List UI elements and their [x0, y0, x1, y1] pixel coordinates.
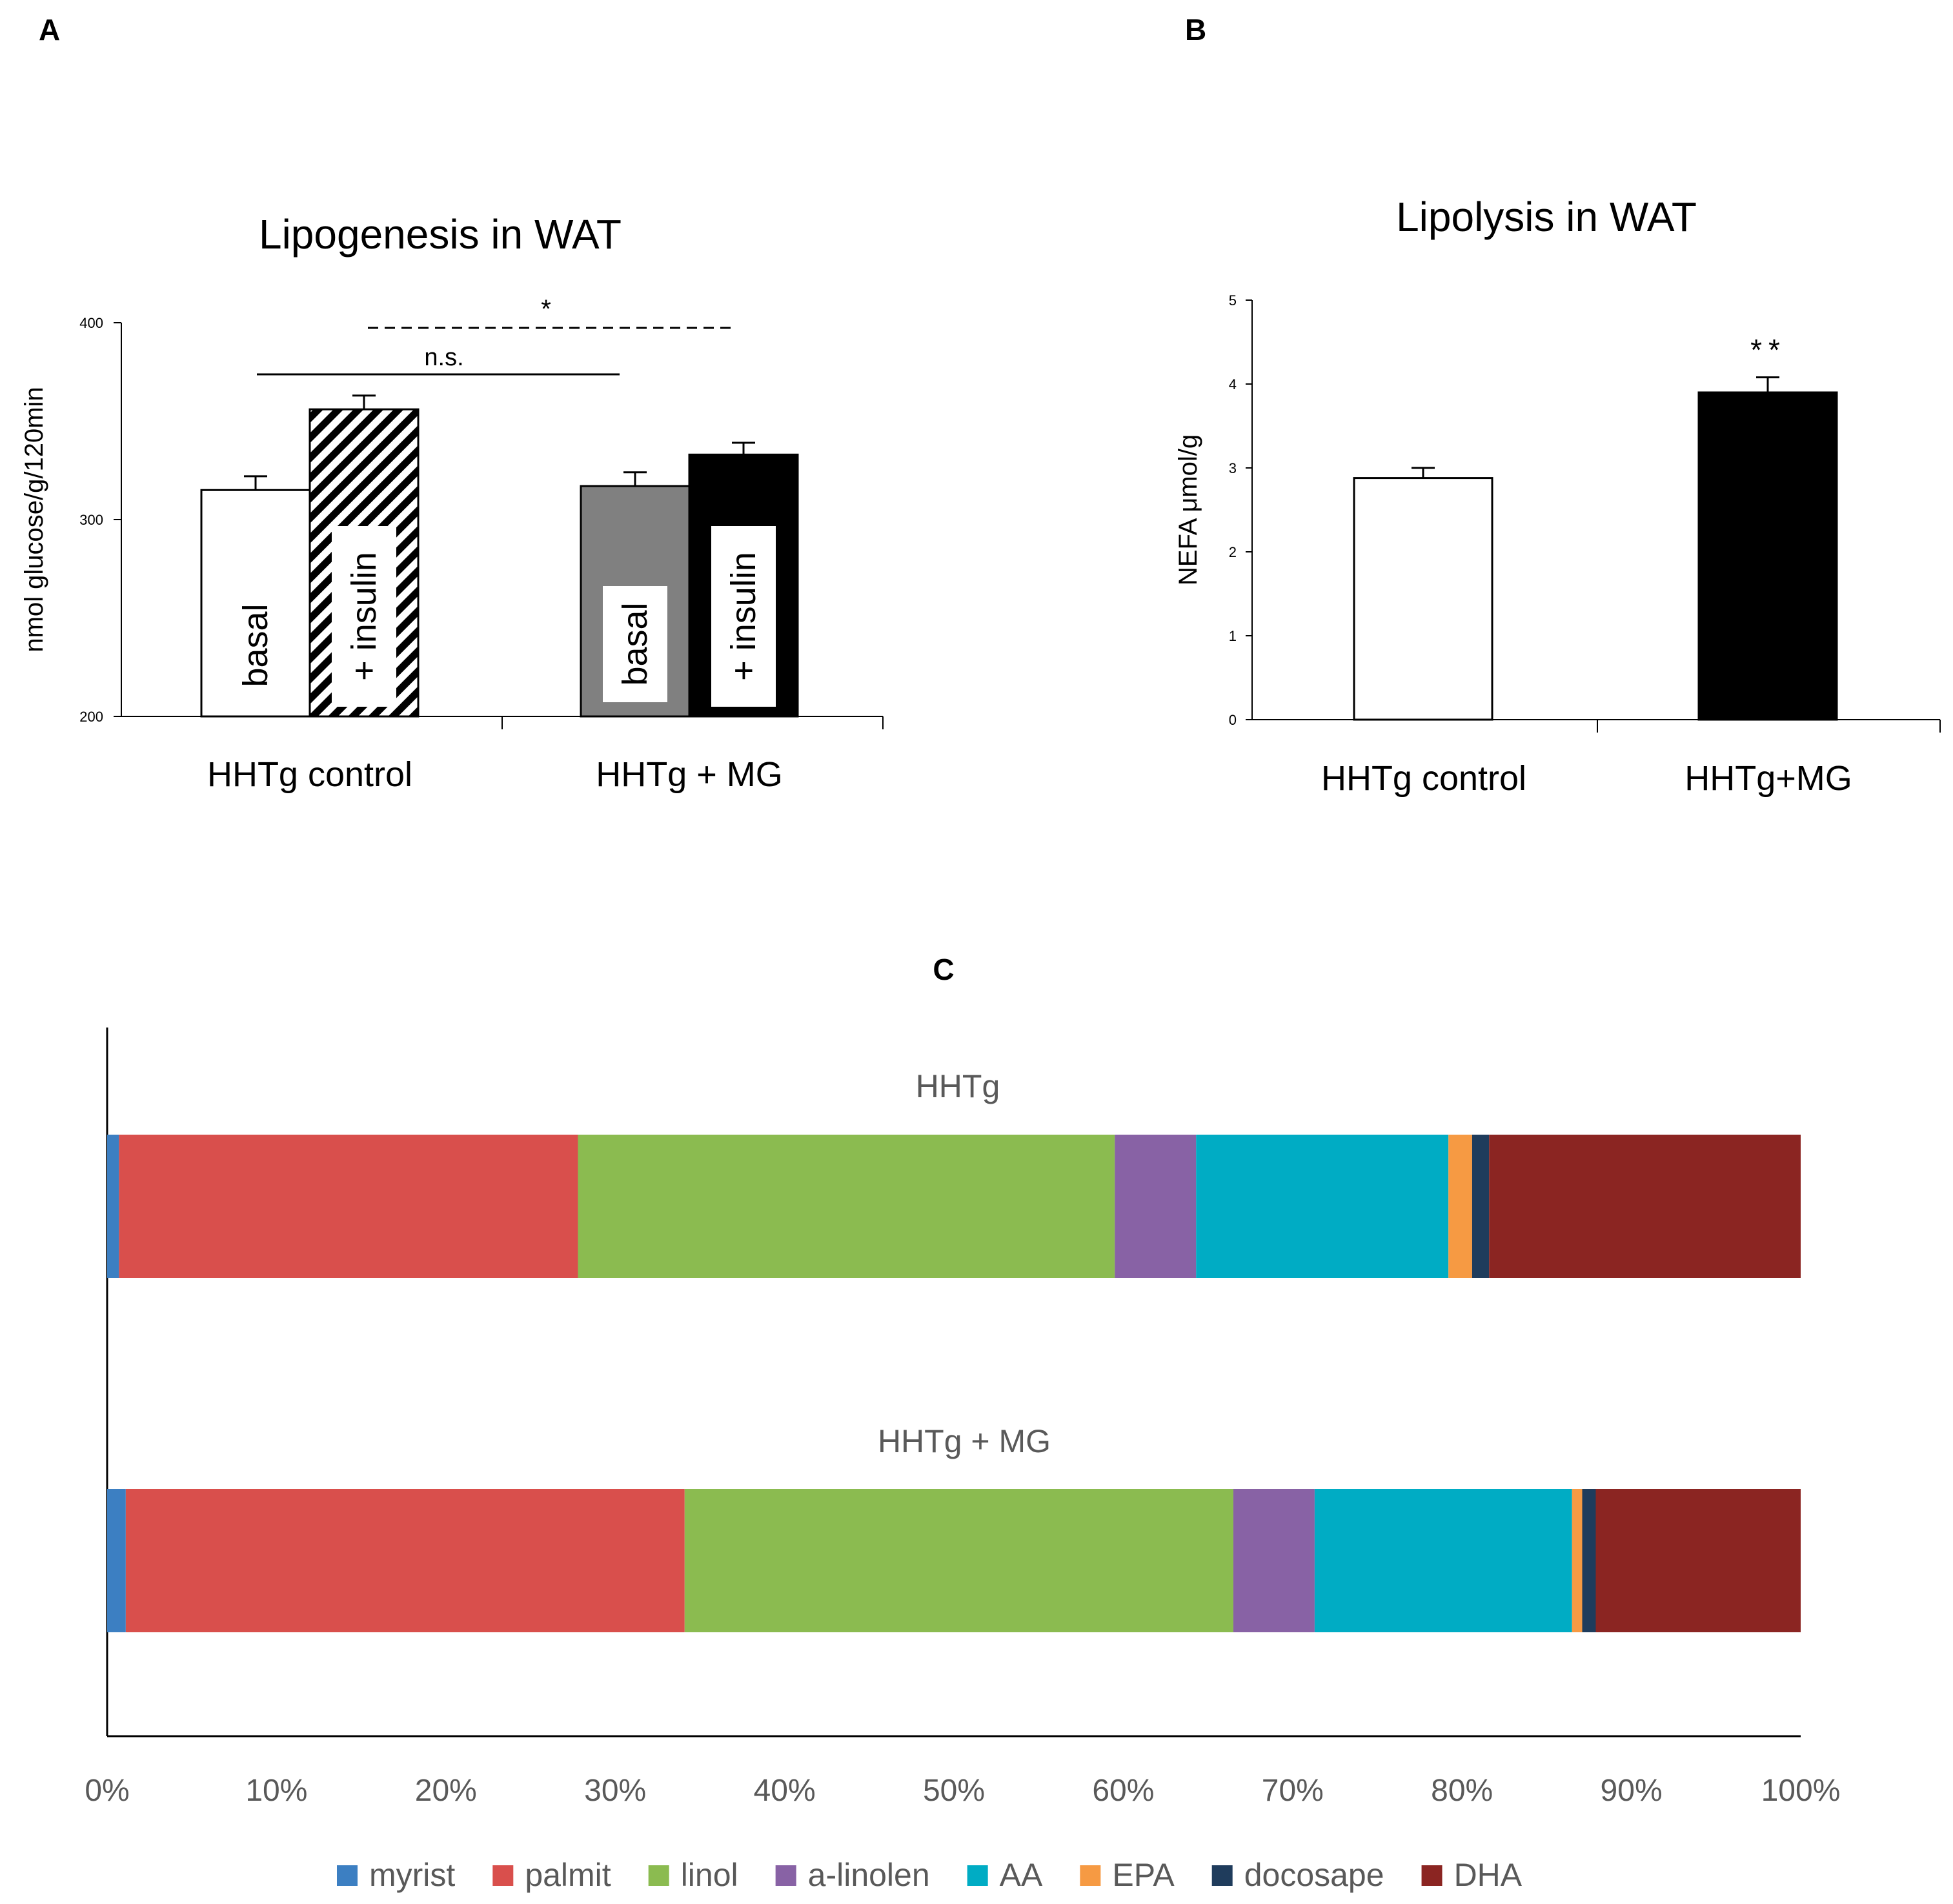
chart-a-bar-label: basal — [616, 602, 654, 685]
chart-a-bar-label-box — [711, 526, 776, 707]
chart-c-segment-DHA — [1489, 1135, 1801, 1278]
chart-c-segment-docosape — [1472, 1135, 1490, 1278]
chart-b-ytick-label: 2 — [1229, 544, 1237, 560]
chart-c-legend-item: linol — [648, 1857, 738, 1893]
chart-c-xtick-label: 70% — [1262, 1774, 1324, 1808]
chart-c-legend-swatch — [1211, 1865, 1233, 1886]
chart-c-legend-item: a-linolen — [775, 1857, 930, 1893]
chart-c-legend-item: DHA — [1421, 1857, 1523, 1893]
chart-c-legend-swatch — [1080, 1865, 1101, 1886]
chart-c-legend-swatch — [967, 1865, 988, 1886]
chart-c-legend-swatch — [1421, 1865, 1442, 1886]
chart-b-ytick-label: 3 — [1229, 460, 1237, 476]
chart-c-segment-DHA — [1595, 1489, 1801, 1632]
chart-a-bar-label: basal — [236, 603, 275, 687]
chart-c-xtick-label: 90% — [1601, 1774, 1663, 1808]
chart-c-xtick-label: 60% — [1092, 1774, 1154, 1808]
chart-c-legend-label: palmit — [525, 1857, 611, 1893]
chart-a-sig-label: * — [541, 295, 551, 323]
chart-c-category-label: HHTg — [916, 1068, 1000, 1104]
chart-a-ytick-label: 300 — [79, 512, 103, 528]
chart-c-segment-EPA — [1572, 1489, 1583, 1632]
chart-b-ytick-label: 0 — [1229, 712, 1237, 728]
chart-b-category-label: HHTg+MG — [1685, 759, 1852, 798]
chart-a-ns-label: n.s. — [424, 344, 463, 371]
chart-b-ylabel: NEFA μmol/g — [1174, 434, 1202, 585]
chart-c-segment-a-linolen — [1115, 1135, 1197, 1278]
chart-c-legend-label: EPA — [1112, 1857, 1175, 1893]
chart-c-legend-item: AA — [967, 1857, 1043, 1893]
chart-c-legend-item: docosape — [1211, 1857, 1384, 1893]
chart-c-legend-swatch — [337, 1865, 358, 1886]
chart-c-legend-label: myrist — [369, 1857, 455, 1893]
panel-label-a: A — [39, 13, 60, 46]
chart-b-ytick-label: 4 — [1229, 376, 1237, 392]
chart-a-ytick-label: 400 — [79, 315, 103, 331]
chart-c-legend-item: palmit — [492, 1857, 611, 1893]
chart-a-bar-label-box — [223, 587, 288, 704]
chart-a-bar-label-box — [332, 526, 396, 707]
chart-c-legend-item: myrist — [337, 1857, 455, 1893]
chart-a-category-label: HHTg control — [207, 755, 412, 794]
chart-c-legend-swatch — [648, 1865, 669, 1886]
chart-c-segment-palmit — [119, 1135, 578, 1278]
chart-c-xtick-label: 30% — [584, 1774, 646, 1808]
chart-c-segment-EPA — [1448, 1135, 1472, 1278]
chart-b-bar — [1353, 477, 1493, 721]
chart-c-segment-myrist — [107, 1489, 126, 1632]
chart-c-xtick-label: 40% — [754, 1774, 816, 1808]
chart-c: HHTg HHTg + MG 0% 10% 20% 30% 40% 50% 60% 70% 80%… — [85, 1028, 1840, 1893]
chart-b-title: Lipolysis in WAT — [1396, 194, 1697, 240]
chart-c-legend-item: EPA — [1080, 1857, 1175, 1893]
chart-b-sig-label: ** — [1750, 333, 1786, 367]
chart-c-legend-label: DHA — [1454, 1857, 1523, 1893]
chart-c-xtick-label: 0% — [85, 1774, 129, 1808]
chart-a-title: Lipogenesis in WAT — [259, 211, 622, 258]
chart-c-legend-label: docosape — [1244, 1857, 1384, 1893]
chart-c-legend-label: a-linolen — [808, 1857, 930, 1893]
chart-c-segment-linol — [578, 1135, 1115, 1278]
chart-a-bar-label: + insulin — [724, 552, 763, 681]
chart-c-category-label: HHTg + MG — [878, 1423, 1051, 1459]
chart-c-segment-myrist — [107, 1135, 119, 1278]
chart-a-ylabel: nmol glucose/g/120min — [20, 387, 48, 652]
chart-c-segment-AA — [1314, 1489, 1572, 1632]
chart-a-bar-label-box — [603, 586, 667, 702]
chart-b: Lipolysis in WAT NEFA μmol/g 0 1 2 3 4 5 ** H… — [1174, 194, 1941, 798]
chart-c-segment-a-linolen — [1233, 1489, 1315, 1632]
panel-label-c: C — [933, 953, 954, 986]
chart-c-xtick-label: 10% — [245, 1774, 307, 1808]
chart-a-bar-label: + insulin — [345, 552, 383, 681]
chart-c-xtick-label: 80% — [1431, 1774, 1493, 1808]
chart-b-category-label: HHTg control — [1321, 759, 1526, 798]
chart-c-segment-docosape — [1582, 1489, 1596, 1632]
chart-c-xtick-label: 100% — [1761, 1774, 1841, 1808]
chart-c-legend-label: AA — [1000, 1857, 1043, 1893]
chart-c-legend-swatch — [492, 1865, 514, 1886]
chart-b-ytick-label: 5 — [1229, 292, 1237, 309]
chart-c-legend-label: linol — [681, 1857, 738, 1893]
chart-b-bar — [1697, 391, 1838, 721]
chart-c-xtick-label: 20% — [415, 1774, 477, 1808]
chart-c-segment-linol — [684, 1489, 1233, 1632]
chart-c-xtick-label: 50% — [923, 1774, 985, 1808]
chart-c-segment-AA — [1196, 1135, 1449, 1278]
chart-a: Lipogenesis in WAT nmol glucose/g/120min… — [20, 211, 884, 794]
chart-a-category-label: HHTg + MG — [596, 755, 783, 794]
chart-a-ytick-label: 200 — [79, 709, 103, 725]
chart-c-legend-swatch — [775, 1865, 796, 1886]
chart-c-segment-palmit — [125, 1489, 685, 1632]
chart-b-ytick-label: 1 — [1229, 628, 1237, 644]
panel-label-b: B — [1185, 13, 1206, 46]
